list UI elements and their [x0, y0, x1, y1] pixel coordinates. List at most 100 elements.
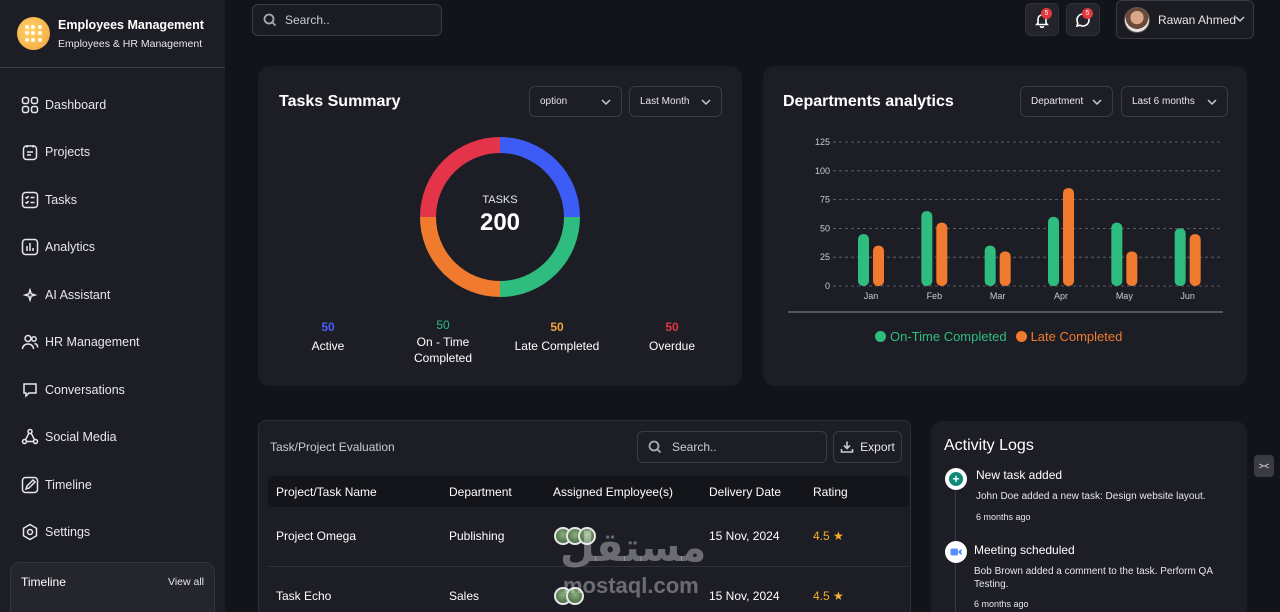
table-row[interactable]: Task Echo Sales 15 Nov, 2024 4.5 ★ [268, 567, 909, 612]
timeline-view-all-link[interactable]: View all [168, 576, 204, 588]
column-header[interactable]: Assigned Employee(s) [553, 485, 674, 499]
notifications-button[interactable]: 5 [1025, 3, 1059, 36]
bar-jan-late[interactable] [873, 245, 884, 286]
sidebar-item-label: Projects [45, 145, 91, 160]
bar-mar-late[interactable] [999, 251, 1011, 286]
stat-active: 50 Active [273, 320, 383, 354]
sidebar-item-dashboard[interactable]: Dashboard [0, 81, 225, 129]
top-search-input[interactable] [285, 13, 425, 27]
messages-button[interactable]: 5 [1066, 3, 1100, 36]
bar-may-late[interactable] [1126, 251, 1138, 286]
export-label: Export [860, 440, 895, 454]
column-header[interactable]: Project/Task Name [276, 485, 377, 499]
sidebar-item-projects[interactable]: Projects [0, 129, 225, 177]
users-icon [21, 333, 39, 351]
sidebar-item-label: Social Media [45, 430, 117, 445]
bar-apr-on-time[interactable] [1048, 216, 1059, 286]
dropdown-value: Last 6 months [1132, 96, 1195, 107]
grid-icon [21, 96, 39, 114]
donut-segment-2 [420, 216, 501, 297]
timeline-line [955, 491, 956, 541]
bar-jun-on-time[interactable] [1174, 228, 1186, 286]
timeline-card-title: Timeline [21, 575, 66, 589]
add-task-icon: + [945, 468, 967, 490]
bar-jan-on-time[interactable] [858, 234, 869, 286]
legend-late: Late Completed [1030, 329, 1123, 344]
notifications-badge: 5 [1041, 8, 1052, 19]
evaluation-title: Task/Project Evaluation [270, 440, 395, 454]
bar-may-on-time[interactable] [1111, 222, 1123, 286]
top-search [252, 4, 442, 36]
assigned-avatars [554, 587, 584, 605]
tasks-summary-card: Tasks Summary option Last Month TASKS 20… [258, 66, 742, 386]
stat-label: Late Completed [514, 339, 600, 353]
stat-value: 50 [550, 320, 564, 334]
log-title: Meeting scheduled [974, 543, 1075, 557]
sidebar-item-label: Settings [45, 525, 91, 540]
sparkle-icon [21, 286, 39, 304]
sidebar-item-social-media[interactable]: Social Media [0, 414, 225, 462]
evaluation-search-input[interactable] [672, 440, 812, 454]
tasks-period-dropdown[interactable]: Last Month [629, 86, 722, 117]
legend-dot [875, 331, 886, 342]
sidebar-nav: Dashboard Projects Tasks Analytics AI As… [0, 81, 225, 556]
cell-rating: 4.5 ★ [813, 529, 844, 543]
export-button[interactable]: Export [833, 431, 902, 463]
search-icon [648, 440, 662, 454]
cell-rating: 4.5 ★ [813, 589, 844, 603]
tasks-summary-title: Tasks Summary [279, 93, 401, 110]
department-dropdown[interactable]: Department [1020, 86, 1113, 117]
bar-jun-late[interactable] [1189, 234, 1201, 286]
cell-name: Project Omega [276, 529, 357, 543]
log-time: 6 months ago [974, 599, 1029, 609]
collapse-toggle-button[interactable]: >< [1254, 455, 1274, 477]
bar-mar-on-time[interactable] [984, 245, 996, 286]
assigned-avatars [554, 527, 596, 545]
sidebar-item-label: Tasks [45, 192, 77, 207]
bar-feb-on-time[interactable] [921, 211, 933, 286]
sidebar-item-hr-management[interactable]: HR Management [0, 319, 225, 367]
sidebar-item-timeline[interactable]: Timeline [0, 461, 225, 509]
donut-center-value: 200 [479, 209, 521, 236]
donut-center-label: TASKS [482, 194, 518, 206]
cell-department: Sales [449, 589, 480, 603]
y-tick-label: 50 [820, 223, 830, 233]
sidebar-item-tasks[interactable]: Tasks [0, 176, 225, 224]
bar-apr-late[interactable] [1063, 188, 1074, 286]
log-time: 6 months ago [976, 512, 1031, 522]
log-title: New task added [976, 468, 1063, 482]
sidebar-item-label: Timeline [45, 477, 92, 492]
download-icon [840, 441, 854, 453]
user-menu[interactable]: Rawan Ahmed [1116, 0, 1254, 39]
column-header[interactable]: Department [449, 485, 512, 499]
chevron-down-icon [601, 99, 611, 106]
table-row[interactable]: Project Omega Publishing 15 Nov, 2024 4.… [268, 507, 909, 567]
sidebar-item-label: Conversations [45, 382, 125, 397]
sidebar-item-analytics[interactable]: Analytics [0, 224, 225, 272]
column-header[interactable]: Rating [813, 485, 848, 499]
chevron-down-icon [701, 99, 711, 106]
sidebar-item-settings[interactable]: Settings [0, 509, 225, 557]
activity-logs-card: Activity Logs + New task added John Doe … [931, 421, 1247, 612]
x-tick-label: Mar [990, 291, 1006, 301]
sidebar-item-conversations[interactable]: Conversations [0, 366, 225, 414]
activity-title: Activity Logs [944, 437, 1034, 454]
donut-segment-0 [499, 137, 580, 218]
sidebar-item-label: AI Assistant [45, 287, 111, 302]
column-header[interactable]: Delivery Date [709, 485, 782, 499]
legend-on-time: On-Time Completed [890, 329, 1007, 344]
x-tick-label: May [1116, 291, 1134, 301]
table-header: Project/Task Name Department Assigned Em… [268, 476, 909, 507]
watermark-arabic: مستقل [560, 526, 707, 570]
dropdown-value: Last Month [640, 96, 690, 107]
sidebar-item-ai-assistant[interactable]: AI Assistant [0, 271, 225, 319]
evaluation-card: Task/Project Evaluation Export Project/T… [258, 420, 911, 612]
brand-subtitle: Employees & HR Management [58, 37, 203, 50]
user-name: Rawan Ahmed [1158, 12, 1237, 27]
stat-label: On - Time Completed [413, 335, 473, 365]
tasks-option-dropdown[interactable]: option [529, 86, 622, 117]
timeline-card: Timeline View all [10, 562, 215, 612]
checklist-icon [21, 191, 39, 209]
bar-feb-late[interactable] [936, 222, 948, 286]
departments-period-dropdown[interactable]: Last 6 months [1121, 86, 1228, 117]
